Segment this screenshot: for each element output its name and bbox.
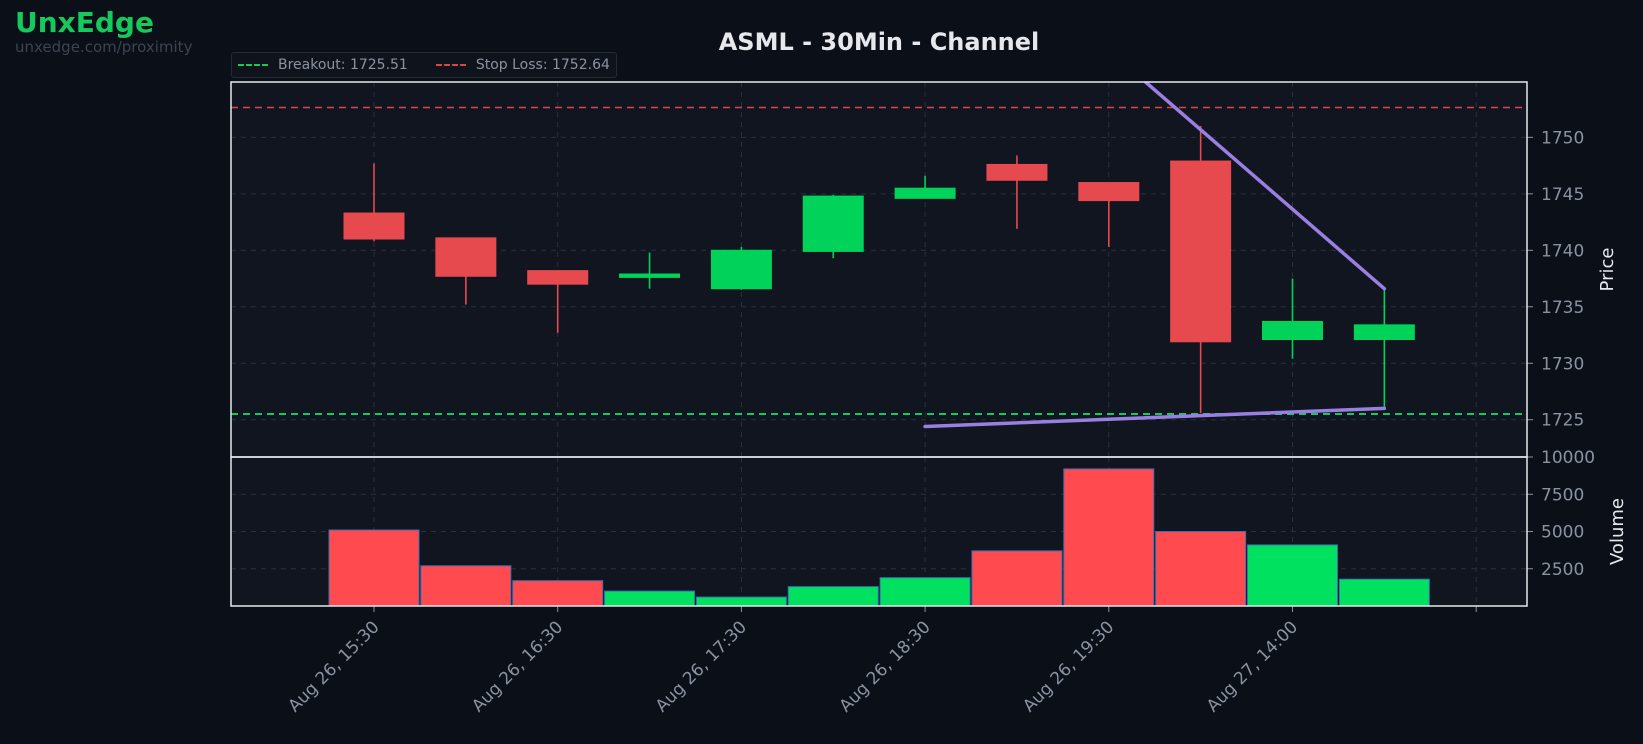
x-tick-label: Aug 26, 18:30 — [836, 617, 935, 716]
volume-panel-border — [230, 456, 1528, 607]
channel-lower-line — [923, 406, 1387, 429]
price-panel-background — [231, 82, 1527, 457]
price-tick-label: 1730 — [1541, 354, 1584, 374]
legend-item-breakout: Breakout: 1725.51 — [238, 57, 408, 73]
x-tick-label: Aug 27, 14:00 — [1203, 617, 1302, 716]
volume-bar — [1155, 531, 1247, 607]
x-tick-label: Aug 26, 15:30 — [285, 617, 384, 716]
candle-body-down — [435, 237, 497, 277]
legend-stop-loss-label: Stop Loss: 1752.64 — [475, 57, 610, 73]
candle-body-down — [986, 163, 1048, 181]
x-tick-label: Aug 26, 19:30 — [1019, 617, 1118, 716]
volume-bar — [1338, 578, 1430, 607]
chart-title: ASML - 30Min - Channel — [718, 28, 1040, 56]
volume-bar — [787, 586, 879, 607]
volume-tick-label: 10000 — [1541, 448, 1595, 468]
volume-bar — [879, 577, 971, 607]
price-tick-label: 1750 — [1541, 128, 1584, 148]
brand-url: unxedge.com/proximity — [15, 38, 193, 56]
candle-body-down — [1170, 160, 1232, 343]
volume-bar — [971, 550, 1063, 607]
x-tick-label: Aug 26, 16:30 — [468, 617, 567, 716]
candle-body-up — [710, 249, 772, 290]
volume-bar — [420, 565, 512, 607]
breakout-swatch — [238, 64, 268, 66]
price-tick-label: 1725 — [1541, 411, 1584, 431]
price-tick-label: 1740 — [1541, 241, 1584, 261]
volume-tick-label: 7500 — [1541, 485, 1584, 505]
stop-loss-swatch — [435, 64, 466, 66]
volume-tick-label: 5000 — [1541, 523, 1584, 543]
volume-axis-label: Volume — [1607, 498, 1628, 565]
price-axis-label: Price — [1597, 248, 1618, 292]
channel-upper-line — [1143, 82, 1387, 291]
price-tick-label: 1745 — [1541, 185, 1584, 205]
candle-body-down — [1078, 182, 1140, 202]
candle-body-up — [894, 187, 956, 199]
candle-body-up — [1262, 320, 1323, 341]
brand-logo: UnxEdge — [15, 6, 154, 39]
candle-body-up — [802, 195, 864, 252]
chart-legend: Breakout: 1725.51 Stop Loss: 1752.64 — [231, 52, 617, 78]
volume-bar — [604, 590, 696, 607]
candle-body-up — [1353, 324, 1415, 341]
candle-body-up — [619, 273, 681, 278]
price-tick-label: 1735 — [1541, 298, 1584, 318]
volume-bar — [695, 596, 787, 607]
candle-body-down — [527, 270, 589, 285]
x-tick-label: Aug 26, 17:30 — [652, 617, 751, 716]
candle-body-down — [343, 212, 405, 240]
legend-item-stop-loss: Stop Loss: 1752.64 — [435, 57, 610, 73]
volume-bar — [512, 580, 604, 607]
legend-breakout-label: Breakout: 1725.51 — [278, 57, 408, 73]
volume-bar — [1063, 468, 1155, 607]
volume-tick-label: 2500 — [1541, 560, 1584, 580]
volume-bar — [1247, 544, 1338, 607]
volume-bar — [328, 529, 420, 607]
